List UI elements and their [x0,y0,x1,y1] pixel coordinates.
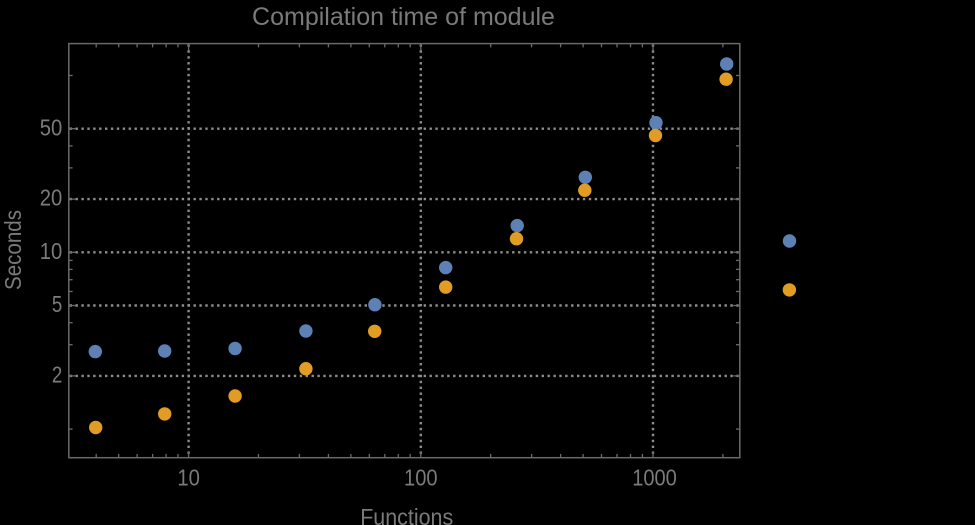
svg-text:50: 50 [40,114,63,140]
svg-text:Functions: Functions [360,504,453,525]
svg-text:20: 20 [40,185,63,211]
svg-text:5: 5 [52,291,62,317]
svg-text:1000: 1000 [632,464,677,490]
svg-text:100: 100 [404,464,438,490]
svg-text:Compilation time of module: Compilation time of module [252,3,555,31]
svg-text:10: 10 [177,464,200,490]
svg-text:2: 2 [52,361,62,387]
svg-text:Seconds: Seconds [0,210,26,290]
svg-text:10: 10 [40,238,63,264]
